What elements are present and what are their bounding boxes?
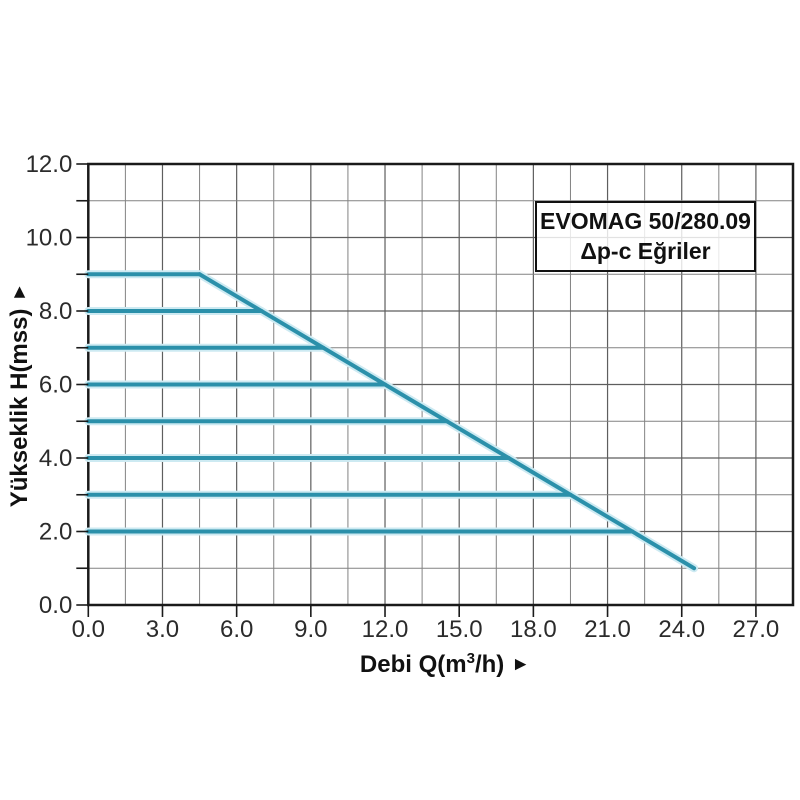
x-tick-label: 6.0 — [220, 616, 253, 643]
x-tick-label: 0.0 — [72, 616, 105, 643]
chart-legend: EVOMAG 50/280.09 Δp-c Eğriler — [535, 201, 756, 272]
y-axis-title-text: Yükseklik H(mss) — [6, 308, 33, 508]
y-tick-label: 6.0 — [39, 372, 72, 399]
y-tick-label: 8.0 — [39, 298, 72, 325]
y-tick-label: 0.0 — [39, 592, 72, 619]
y-tick-label: 2.0 — [39, 519, 72, 546]
x-tick-label: 12.0 — [362, 616, 409, 643]
x-tick-label: 15.0 — [436, 616, 483, 643]
x-tick-label: 3.0 — [146, 616, 179, 643]
x-tick-label: 18.0 — [510, 616, 557, 643]
x-tick-label: 21.0 — [584, 616, 631, 643]
x-tick-label: 27.0 — [733, 616, 780, 643]
y-tick-label: 12.0 — [26, 151, 73, 178]
x-axis-title-suffix: /h) — [474, 651, 505, 678]
x-axis-title: Debi Q(m3/h) ► — [285, 650, 605, 679]
right-arrow-icon: ► — [511, 654, 531, 675]
legend-curve-type-label: Δp-c Eğriler — [580, 238, 711, 264]
y-tick-label: 10.0 — [26, 225, 73, 252]
x-axis-title-text: Debi Q(m — [359, 651, 467, 678]
x-axis-title-superscript: 3 — [466, 650, 475, 667]
x-tick-label: 24.0 — [658, 616, 705, 643]
x-tick-label: 9.0 — [294, 616, 327, 643]
y-axis-title: Yükseklik H(mss) ► — [6, 245, 36, 545]
legend-model-label: EVOMAG 50/280.09 — [540, 208, 751, 234]
up-arrow-icon: ► — [9, 282, 30, 302]
y-tick-label: 4.0 — [39, 445, 72, 472]
